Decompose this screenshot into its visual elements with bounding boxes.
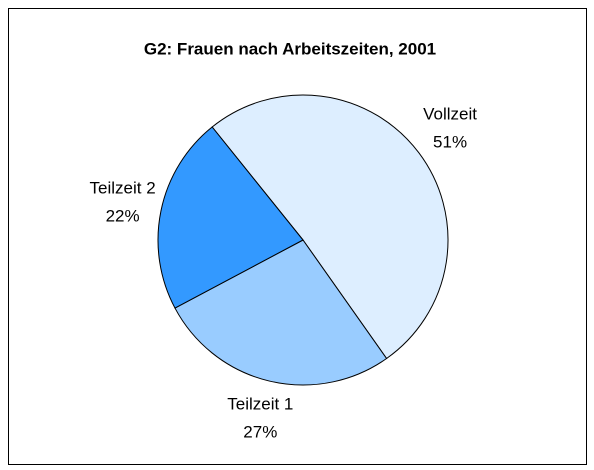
slice-label: Vollzeit bbox=[423, 105, 477, 124]
slice-value-label: 22% bbox=[106, 206, 140, 225]
pie-slice bbox=[174, 239, 388, 386]
slice-label: Teilzeit 1 bbox=[227, 395, 293, 414]
slice-value-label: 27% bbox=[243, 423, 277, 442]
slice-label: Teilzeit 2 bbox=[90, 178, 156, 197]
pie-slice bbox=[211, 94, 449, 360]
pie-slice bbox=[157, 126, 304, 309]
slice-value-label: 51% bbox=[433, 133, 467, 152]
chart-title: G2: Frauen nach Arbeitszeiten, 2001 bbox=[144, 39, 436, 58]
